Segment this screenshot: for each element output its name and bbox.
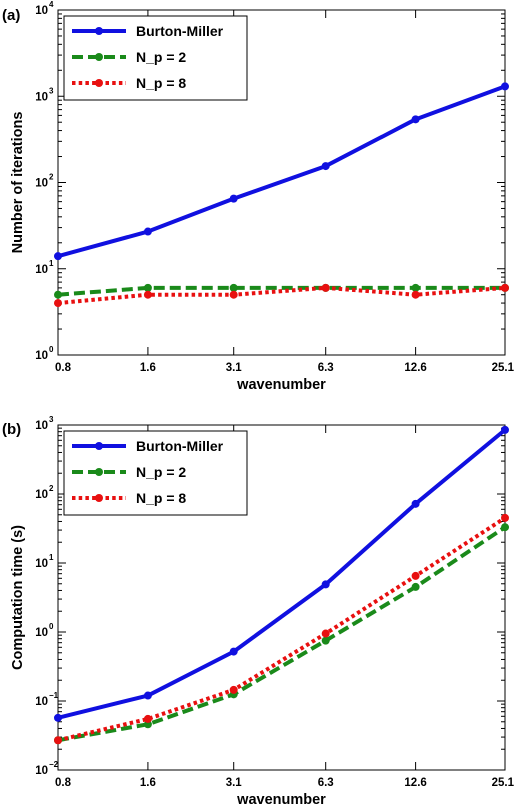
y-tick-exponent: 3 <box>49 86 54 95</box>
y-tick-exponent: 1 <box>49 259 54 268</box>
legend-marker-1 <box>95 442 103 450</box>
data-point <box>321 580 330 589</box>
data-point <box>411 571 420 580</box>
data-point <box>54 299 62 308</box>
y-tick-exponent: 2 <box>49 173 54 182</box>
data-point <box>501 425 509 434</box>
y-tick-exponent: 0 <box>49 345 54 354</box>
data-point <box>54 713 62 722</box>
data-point <box>143 714 152 723</box>
series-line-2 <box>57 285 505 297</box>
y-tick-exponent: 3 <box>49 415 54 424</box>
y-tick-exponent: 2 <box>49 484 54 493</box>
y-tick-exponent: 4 <box>49 0 54 9</box>
legend-marker-2 <box>95 53 103 61</box>
series-line-3 <box>57 285 506 306</box>
y-tick-label: 10 <box>35 558 48 570</box>
data-point <box>229 685 238 694</box>
data-point <box>501 82 509 91</box>
x-tick-label: 25.1 <box>492 777 515 789</box>
y-tick-label: 10 <box>35 627 48 639</box>
legend-marker-2 <box>95 468 103 476</box>
y-tick-exponent: −2 <box>49 760 59 769</box>
legend-marker-1 <box>95 27 103 35</box>
data-point <box>143 691 152 700</box>
x-tick-label: 0.8 <box>55 362 72 374</box>
data-point <box>143 283 152 292</box>
x-tick-label: 12.6 <box>404 777 426 789</box>
x-tick-label: 12.6 <box>404 362 426 374</box>
data-point <box>411 582 420 591</box>
legend: Burton-Miller N_p = 2 N_p = 8 <box>63 15 248 101</box>
y-tick-exponent: 0 <box>49 622 54 631</box>
y-tick-label: 10 <box>35 178 48 190</box>
data-point <box>411 499 420 508</box>
x-tick-label: 1.6 <box>140 777 156 789</box>
x-tick-label: 25.1 <box>492 362 515 374</box>
x-tick-label: 6.3 <box>318 777 334 789</box>
x-tick-label: 0.8 <box>55 777 72 789</box>
data-point <box>321 636 330 645</box>
y-tick-exponent: 1 <box>49 553 54 562</box>
y-tick-label: 10 <box>35 350 48 362</box>
data-point <box>143 227 152 236</box>
data-point <box>321 629 330 638</box>
y-tick-exponent: −1 <box>49 691 59 700</box>
plot-frame <box>57 424 506 771</box>
data-point <box>411 115 420 124</box>
legend-label-2: N_p = 2 <box>136 464 186 480</box>
y-tick-label: 10 <box>35 420 48 432</box>
legend: Burton-Miller N_p = 2 N_p = 8 <box>63 430 248 516</box>
data-point <box>321 162 330 171</box>
x-axis-title: wavenumber <box>236 377 326 393</box>
data-point <box>501 513 509 522</box>
y-tick-label: 10 <box>35 489 48 501</box>
data-point <box>54 252 62 261</box>
data-point <box>143 290 152 299</box>
legend-marker-3 <box>95 494 103 502</box>
data-point <box>229 283 238 292</box>
x-tick-label: 3.1 <box>226 362 243 374</box>
y-tick-label: 10 <box>35 5 48 17</box>
y-axis-title: Computation time (s) <box>10 525 26 670</box>
data-point <box>321 283 330 292</box>
data-point <box>501 523 509 532</box>
data-point <box>54 736 62 745</box>
y-tick-label: 10 <box>35 696 48 708</box>
series-line-1 <box>57 84 506 259</box>
legend-label-3: N_p = 8 <box>136 490 186 506</box>
x-axis-title: wavenumber <box>236 792 326 805</box>
legend-label-2: N_p = 2 <box>136 49 186 65</box>
y-tick-label: 10 <box>35 264 48 276</box>
y-tick-label: 10 <box>35 91 48 103</box>
data-point <box>229 290 238 299</box>
x-tick-label: 1.6 <box>140 362 156 374</box>
legend-label-3: N_p = 8 <box>136 75 186 91</box>
data-point <box>501 283 509 292</box>
panel-label: (a) <box>2 7 20 24</box>
x-tick-label: 3.1 <box>226 777 243 789</box>
legend-marker-3 <box>95 79 103 87</box>
x-tick-label: 6.3 <box>318 362 334 374</box>
y-tick-label: 10 <box>35 765 48 777</box>
data-point <box>54 290 62 299</box>
series-line-3 <box>57 516 507 743</box>
y-axis-title: Number of iterations <box>10 112 26 254</box>
legend-label-1: Burton-Miller <box>136 23 224 39</box>
data-point <box>411 290 420 299</box>
legend-label-1: Burton-Miller <box>136 438 224 454</box>
data-point <box>411 283 420 292</box>
panel-label: (b) <box>2 421 21 438</box>
series-line-1 <box>57 428 507 720</box>
data-point <box>229 194 238 203</box>
data-point <box>229 647 238 656</box>
